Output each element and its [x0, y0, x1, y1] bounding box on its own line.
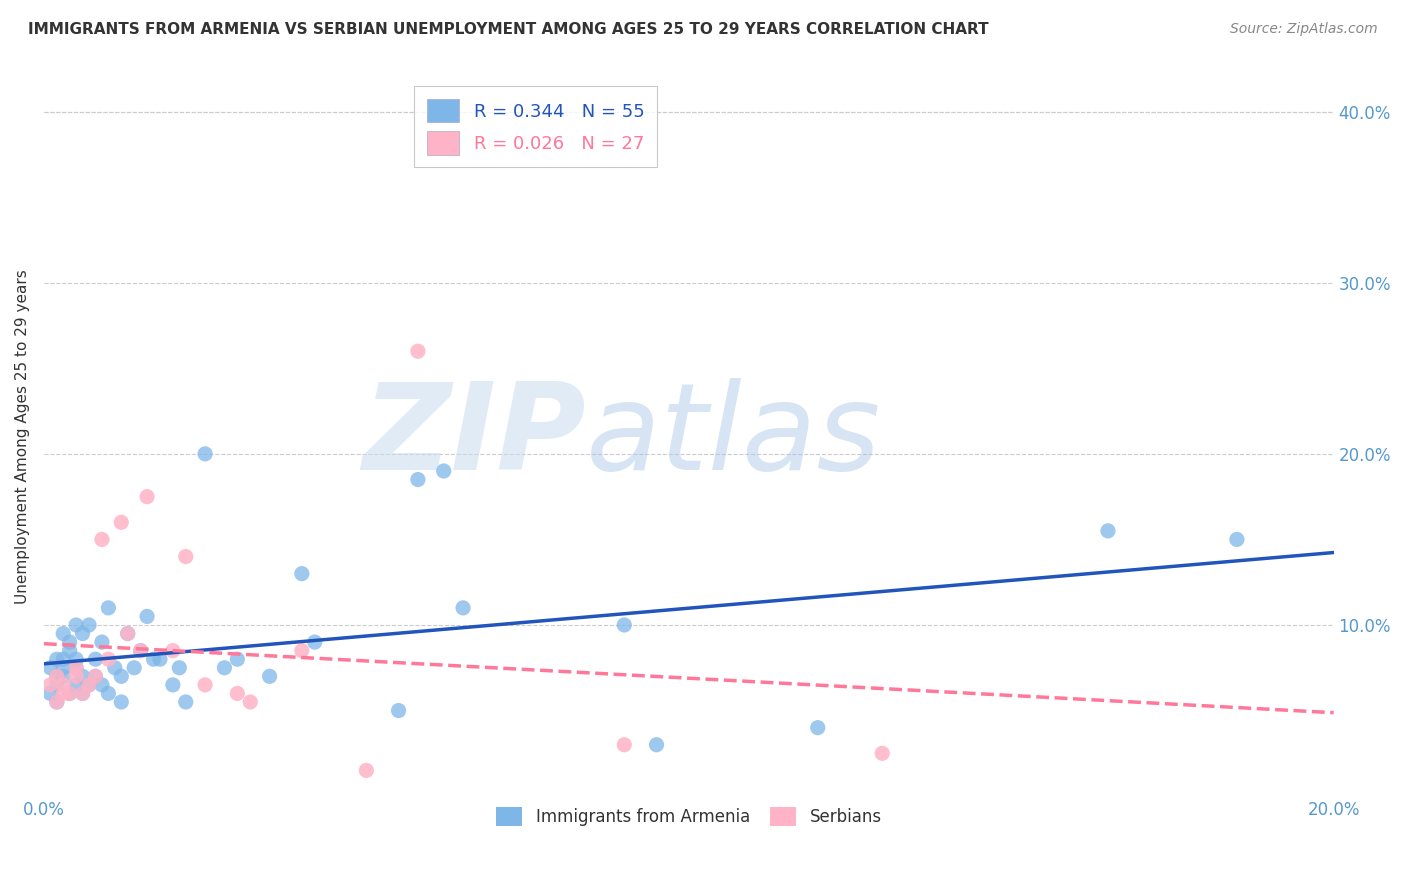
- Point: [174, 549, 197, 564]
- Point: [613, 738, 636, 752]
- Point: [39, 686, 62, 700]
- Point: [59, 643, 82, 657]
- Point: [110, 695, 132, 709]
- Y-axis label: Unemployment Among Ages 25 to 29 years: Unemployment Among Ages 25 to 29 years: [15, 269, 30, 604]
- Point: [90, 678, 112, 692]
- Point: [169, 661, 191, 675]
- Point: [226, 686, 249, 700]
- Point: [72, 686, 94, 700]
- Point: [52, 626, 75, 640]
- Text: ZIP: ZIP: [361, 378, 585, 495]
- Point: [870, 747, 893, 761]
- Point: [45, 669, 67, 683]
- Point: [291, 643, 314, 657]
- Point: [1226, 533, 1249, 547]
- Point: [59, 686, 82, 700]
- Point: [77, 618, 100, 632]
- Point: [77, 678, 100, 692]
- Point: [39, 678, 62, 692]
- Point: [52, 686, 75, 700]
- Point: [136, 490, 159, 504]
- Point: [97, 652, 120, 666]
- Point: [645, 738, 668, 752]
- Point: [45, 695, 67, 709]
- Point: [194, 447, 217, 461]
- Text: atlas: atlas: [585, 378, 882, 495]
- Point: [65, 661, 87, 675]
- Point: [90, 635, 112, 649]
- Point: [65, 678, 87, 692]
- Point: [194, 678, 217, 692]
- Point: [162, 643, 184, 657]
- Legend: Immigrants from Armenia, Serbians: Immigrants from Armenia, Serbians: [488, 798, 890, 835]
- Point: [226, 652, 249, 666]
- Point: [356, 764, 378, 778]
- Point: [1097, 524, 1119, 538]
- Point: [72, 669, 94, 683]
- Point: [174, 695, 197, 709]
- Point: [45, 678, 67, 692]
- Point: [72, 686, 94, 700]
- Point: [52, 661, 75, 675]
- Point: [97, 600, 120, 615]
- Point: [52, 678, 75, 692]
- Point: [162, 678, 184, 692]
- Point: [90, 533, 112, 547]
- Point: [142, 652, 165, 666]
- Point: [433, 464, 456, 478]
- Point: [110, 669, 132, 683]
- Point: [117, 626, 139, 640]
- Point: [59, 686, 82, 700]
- Point: [84, 669, 107, 683]
- Point: [451, 600, 474, 615]
- Point: [259, 669, 281, 683]
- Point: [52, 652, 75, 666]
- Point: [59, 635, 82, 649]
- Point: [613, 618, 636, 632]
- Point: [239, 695, 262, 709]
- Point: [45, 652, 67, 666]
- Point: [45, 695, 67, 709]
- Point: [129, 643, 152, 657]
- Point: [214, 661, 236, 675]
- Point: [807, 721, 830, 735]
- Point: [136, 609, 159, 624]
- Point: [77, 678, 100, 692]
- Point: [65, 618, 87, 632]
- Point: [110, 516, 132, 530]
- Point: [84, 652, 107, 666]
- Point: [304, 635, 326, 649]
- Text: IMMIGRANTS FROM ARMENIA VS SERBIAN UNEMPLOYMENT AMONG AGES 25 TO 29 YEARS CORREL: IMMIGRANTS FROM ARMENIA VS SERBIAN UNEMP…: [28, 22, 988, 37]
- Point: [65, 661, 87, 675]
- Point: [72, 626, 94, 640]
- Point: [406, 473, 429, 487]
- Point: [45, 669, 67, 683]
- Point: [117, 626, 139, 640]
- Text: Source: ZipAtlas.com: Source: ZipAtlas.com: [1230, 22, 1378, 37]
- Point: [97, 686, 120, 700]
- Point: [291, 566, 314, 581]
- Point: [65, 669, 87, 683]
- Point: [84, 669, 107, 683]
- Point: [387, 704, 409, 718]
- Point: [39, 661, 62, 675]
- Point: [406, 344, 429, 359]
- Point: [122, 661, 145, 675]
- Point: [149, 652, 172, 666]
- Point: [52, 669, 75, 683]
- Point: [65, 652, 87, 666]
- Point: [129, 643, 152, 657]
- Point: [104, 661, 127, 675]
